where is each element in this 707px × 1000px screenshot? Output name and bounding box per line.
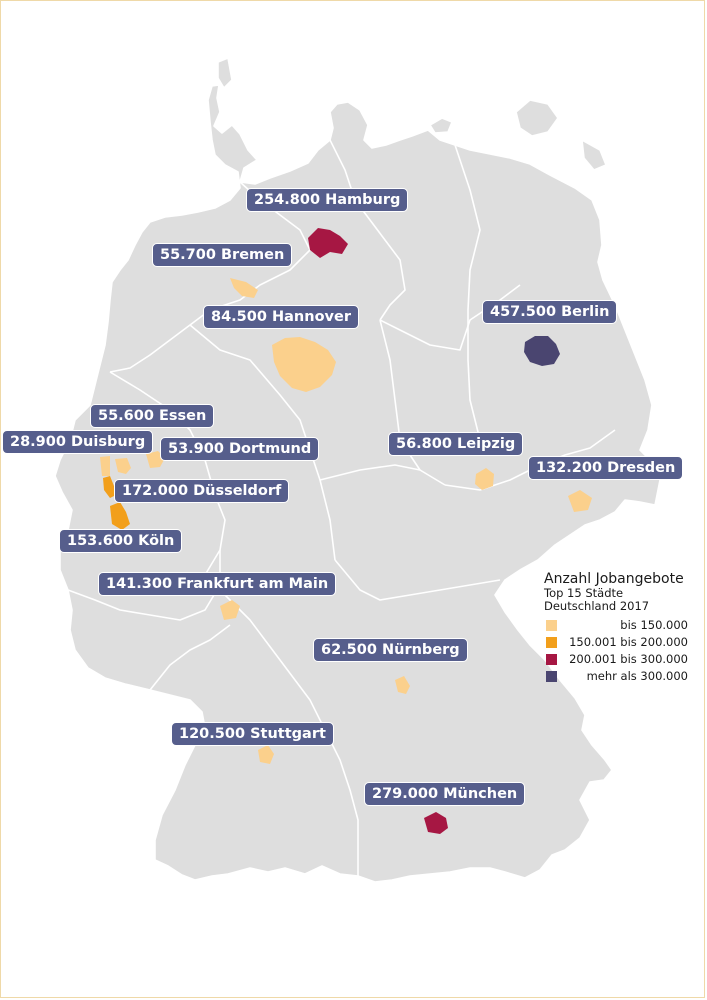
city-label-dresden: 132.200 Dresden — [528, 456, 684, 480]
island-ruegen — [515, 99, 559, 137]
city-area-essen — [115, 458, 131, 474]
legend-item-label: mehr als 300.000 — [586, 669, 688, 683]
island-north-sea — [217, 57, 233, 89]
legend-subtitle: Top 15 Städte — [544, 586, 624, 600]
island-fehmarn — [429, 117, 453, 134]
legend-swatch — [546, 671, 557, 682]
city-area-hannover — [272, 337, 336, 392]
city-label-bremen: 55.700 Bremen — [152, 243, 293, 267]
legend-item-label: 200.001 bis 300.000 — [569, 652, 688, 666]
city-label-stuttgart: 120.500 Stuttgart — [171, 722, 334, 746]
city-area-duisburg — [100, 456, 110, 476]
legend-title: Anzahl Jobangebote — [544, 571, 684, 587]
state-border — [189, 324, 336, 561]
state-border — [329, 139, 406, 321]
city-area-dresden — [568, 490, 592, 512]
legend-item-label: bis 150.000 — [620, 618, 688, 632]
legend-item: 150.001 bis 200.000 — [544, 635, 694, 652]
legend-items: bis 150.000 150.001 bis 200.000 200.001 … — [544, 618, 694, 686]
city-label-frankfurt: 141.300 Frankfurt am Main — [98, 572, 337, 596]
city-area-frankfurt — [220, 600, 240, 620]
city-label-nuernberg: 62.500 Nürnberg — [313, 638, 468, 662]
city-label-essen: 55.600 Essen — [90, 404, 215, 428]
city-shapes — [100, 228, 592, 834]
state-border — [334, 559, 501, 601]
legend-swatch — [546, 620, 557, 631]
city-area-bremen — [230, 278, 258, 298]
state-border — [204, 574, 359, 876]
city-area-hamburg — [308, 228, 348, 258]
city-label-hamburg: 254.800 Hamburg — [246, 188, 409, 212]
city-label-dortmund: 53.900 Dortmund — [160, 437, 320, 461]
legend-swatch — [546, 654, 557, 665]
city-area-muenchen — [424, 812, 448, 834]
city-label-duesseldorf: 172.000 Düsseldorf — [114, 479, 290, 503]
state-border — [319, 464, 421, 481]
city-area-berlin — [524, 336, 560, 366]
city-area-leipzig — [475, 468, 494, 490]
city-area-stuttgart — [258, 745, 274, 764]
city-label-hannover: 84.500 Hannover — [203, 305, 359, 329]
legend: Anzahl Jobangebote Top 15 Städte Deutsch… — [544, 571, 694, 686]
city-area-koeln — [110, 502, 130, 530]
state-border — [379, 319, 446, 486]
germany-outline — [54, 84, 661, 883]
legend-item: 200.001 bis 300.000 — [544, 652, 694, 669]
state-border — [454, 144, 481, 441]
island-usedom — [581, 139, 607, 171]
legend-item: bis 150.000 — [544, 618, 694, 635]
city-area-nuernberg — [395, 676, 410, 694]
city-label-leipzig: 56.800 Leipzig — [388, 432, 524, 456]
state-border — [149, 624, 231, 691]
legend-swatch — [546, 637, 557, 648]
city-label-berlin: 457.500 Berlin — [482, 300, 618, 324]
city-label-duisburg: 28.900 Duisburg — [2, 430, 154, 454]
legend-subtitle-year: Deutschland 2017 — [544, 599, 650, 613]
city-label-koeln: 153.600 Köln — [59, 529, 183, 553]
legend-item: mehr als 300.000 — [544, 669, 694, 686]
legend-item-label: 150.001 bis 200.000 — [569, 635, 688, 649]
city-label-muenchen: 279.000 München — [364, 782, 526, 806]
